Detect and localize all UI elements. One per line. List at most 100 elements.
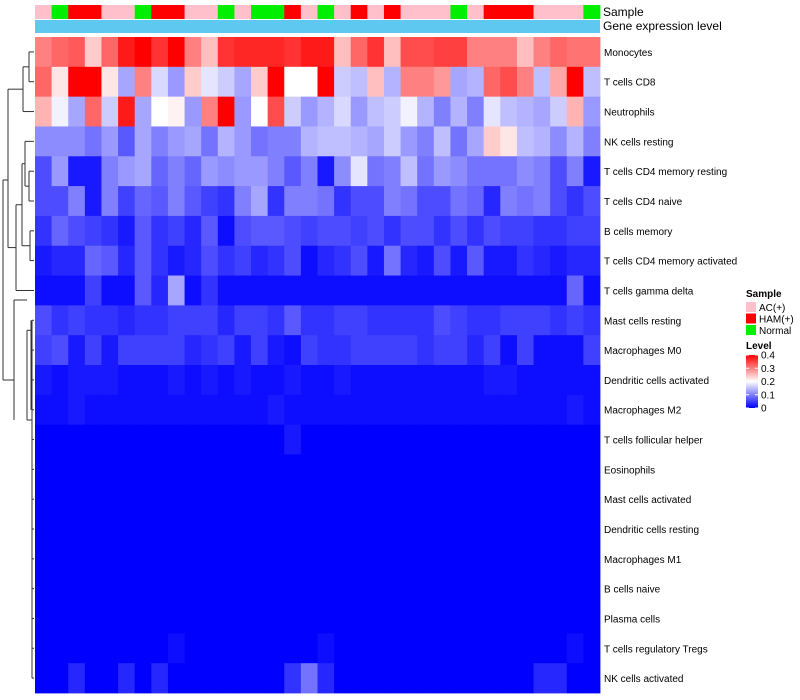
heatmap-cell — [533, 275, 551, 306]
sample-annotation-cell — [433, 5, 451, 19]
heatmap-cell — [101, 215, 119, 247]
heatmap-cell — [267, 603, 285, 634]
heatmap-cell — [500, 454, 518, 485]
sample-annotation-cell — [533, 5, 551, 19]
heatmap-cell — [35, 484, 53, 515]
gene-expression-annotation-bar — [35, 20, 600, 33]
heatmap-cell — [134, 365, 152, 396]
heatmap-cell — [450, 37, 468, 68]
heatmap-cell — [151, 603, 169, 634]
row-label: T cells CD4 memory resting — [604, 167, 727, 178]
heatmap-cell — [184, 663, 202, 694]
heatmap-cell — [467, 603, 485, 634]
heatmap-cell — [500, 66, 518, 98]
heatmap-cell — [500, 484, 518, 515]
heatmap-cell — [583, 663, 601, 694]
heatmap-cell — [367, 37, 385, 68]
heatmap-cell — [483, 633, 501, 664]
heatmap-cell — [167, 365, 185, 396]
heatmap-cell — [433, 335, 451, 366]
heatmap-cell — [317, 275, 335, 306]
heatmap-cell — [300, 305, 318, 336]
heatmap-cell — [167, 96, 185, 127]
heatmap-cell — [300, 454, 318, 485]
heatmap-cell — [234, 66, 252, 98]
heatmap-cell — [101, 156, 119, 187]
heatmap-cell — [167, 126, 185, 157]
heatmap-cell — [284, 573, 302, 604]
heatmap-cell — [84, 454, 102, 485]
heatmap-cell — [350, 215, 368, 247]
heatmap-cell — [317, 633, 335, 664]
heatmap-cell — [234, 305, 252, 336]
heatmap-cell — [151, 156, 169, 187]
heatmap-cell — [317, 394, 335, 426]
legend-sample-items: AC(+)HAM(+)Normal — [746, 302, 794, 337]
heatmap-cell — [134, 454, 152, 485]
heatmap-cell — [367, 543, 385, 575]
heatmap-cell — [367, 424, 385, 455]
heatmap-cell — [566, 156, 584, 187]
heatmap-cell — [500, 37, 518, 68]
legend-tick-label: 0.4 — [761, 351, 775, 362]
heatmap-cell — [151, 96, 169, 127]
heatmap-cell — [167, 66, 185, 98]
heatmap-cell — [284, 156, 302, 187]
heatmap-cell — [583, 305, 601, 336]
heatmap-cell — [533, 186, 551, 217]
heatmap-cell — [450, 275, 468, 306]
heatmap-cell — [483, 305, 501, 336]
heatmap-cell — [184, 66, 202, 98]
heatmap-cell — [450, 514, 468, 545]
heatmap-cell — [284, 66, 302, 98]
heatmap-cell — [84, 215, 102, 247]
sample-annotation-cell — [51, 5, 69, 19]
legend-label: Normal — [759, 326, 791, 337]
heatmap-cell — [167, 633, 185, 664]
row-label: Monocytes — [604, 48, 652, 59]
heatmap-cell — [251, 394, 269, 426]
heatmap-cell — [118, 454, 136, 485]
heatmap-cell — [417, 394, 435, 426]
heatmap-cell — [417, 484, 435, 515]
heatmap-cell — [84, 603, 102, 634]
heatmap-cell — [201, 633, 219, 664]
heatmap-cell — [566, 424, 584, 455]
heatmap-cell — [267, 275, 285, 306]
heatmap-cell — [300, 663, 318, 694]
heatmap-cell — [450, 335, 468, 366]
heatmap-cell — [334, 394, 352, 426]
heatmap-cell — [101, 37, 119, 68]
heatmap-cell — [101, 633, 119, 664]
heatmap-cell — [467, 156, 485, 187]
heatmap-cell — [184, 186, 202, 217]
annotation-label-gene-expression: Gene expression level — [603, 19, 722, 33]
sample-annotation-cell — [450, 5, 468, 19]
heatmap-cell — [533, 514, 551, 545]
heatmap-cell — [550, 126, 568, 157]
heatmap-cell — [118, 335, 136, 366]
heatmap-cell — [334, 514, 352, 545]
heatmap-cell — [51, 603, 69, 634]
heatmap-cell — [383, 633, 401, 664]
heatmap-cell — [68, 633, 86, 664]
heatmap-cell — [234, 573, 252, 604]
heatmap-cell — [533, 424, 551, 455]
heatmap-cell — [417, 275, 435, 306]
heatmap-cell — [101, 394, 119, 426]
heatmap-cell — [84, 305, 102, 336]
heatmap-cell — [184, 96, 202, 127]
row-label: NK cells activated — [604, 674, 683, 685]
heatmap-cell — [383, 394, 401, 426]
heatmap-cell — [500, 543, 518, 575]
heatmap-cell — [35, 514, 53, 545]
heatmap-cell — [500, 245, 518, 276]
heatmap-cell — [217, 66, 235, 98]
row-label: T cells gamma delta — [604, 286, 694, 297]
heatmap-cell — [483, 66, 501, 98]
heatmap-cell — [251, 633, 269, 664]
heatmap-cell — [450, 365, 468, 396]
heatmap-cell — [284, 663, 302, 694]
heatmap-cell — [334, 603, 352, 634]
row-label: Macrophages M0 — [604, 346, 682, 357]
